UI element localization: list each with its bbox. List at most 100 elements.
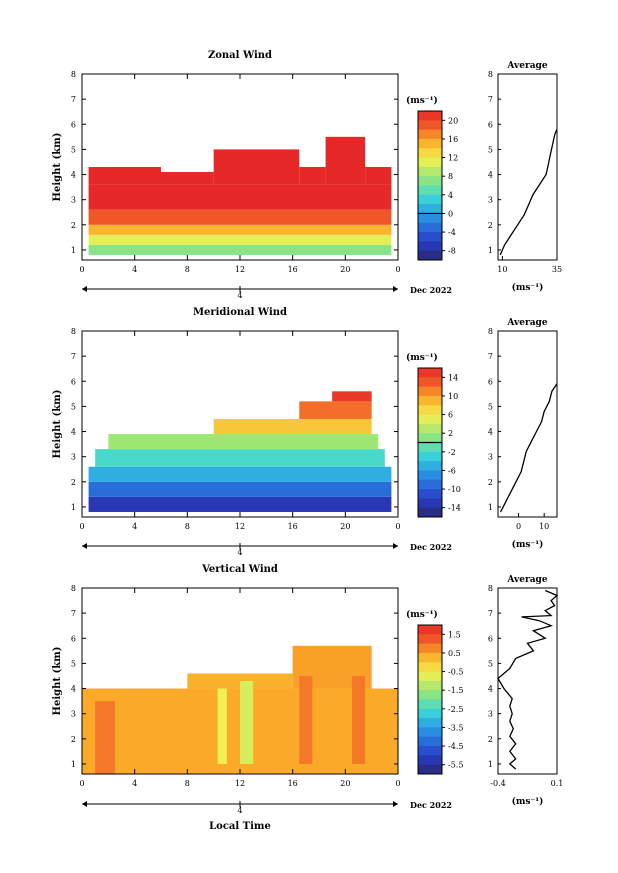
colorbar-tick-label: -1.5: [448, 686, 463, 695]
y-tick-label: 5: [71, 145, 76, 154]
colorbar-segment: [418, 442, 442, 453]
colorbar-segment: [418, 708, 442, 719]
x-tick-label: 16: [288, 522, 298, 531]
day-axis-arrow-left: [82, 801, 87, 807]
colorbar-tick-label: -4: [448, 228, 456, 237]
colorbar-tick-label: 0.5: [448, 649, 461, 658]
x-tick-label: 0: [395, 265, 400, 274]
y-tick-label: 7: [71, 352, 76, 361]
heatmap-cell: [95, 701, 115, 774]
y-tick-label: 2: [71, 478, 76, 487]
colorbar-segment: [418, 194, 442, 205]
average-x-tick-label: 35: [552, 265, 562, 274]
heatmap-cell: [108, 434, 379, 450]
heatmap-cell: [325, 136, 366, 185]
colorbar-segment: [418, 746, 442, 756]
date-label: Dec 2022: [410, 542, 452, 552]
colorbar-segment: [418, 652, 442, 663]
average-x-tick-label: -0.4: [490, 779, 505, 788]
colorbar-segment: [418, 662, 442, 673]
x-tick-label: 0: [79, 265, 84, 274]
colorbar-tick-label: -14: [448, 504, 461, 513]
y-tick-label: 8: [71, 327, 76, 336]
colorbar-tick-label: 1.5: [448, 630, 461, 639]
heatmap-cell: [299, 675, 313, 764]
panel-title: Meridional Wind: [193, 307, 287, 318]
average-y-tick-label: 7: [488, 609, 493, 618]
x-tick-label: 4: [132, 265, 137, 274]
average-y-tick-label: 7: [488, 95, 493, 104]
heatmap-cell: [240, 681, 254, 764]
x-tick-label: 12: [235, 522, 245, 531]
x-tick-label: 8: [185, 522, 190, 531]
colorbar-tick-label: -3.5: [448, 723, 463, 732]
colorbar-segment: [418, 157, 442, 168]
colorbar-segment: [418, 138, 442, 149]
y-tick-label: 6: [71, 120, 76, 129]
y-tick-label: 1: [71, 246, 76, 255]
colorbar-segment: [418, 241, 442, 252]
x-tick-label: 12: [235, 779, 245, 788]
x-tick-label: 12: [235, 265, 245, 274]
heatmap-cell: [332, 391, 372, 402]
average-y-tick-label: 3: [488, 196, 493, 205]
colorbar-segment: [418, 250, 442, 261]
y-tick-label: 3: [71, 453, 76, 462]
panel-title: Vertical Wind: [201, 564, 278, 575]
heatmap-cell: [161, 172, 214, 185]
colorbar-tick-label: 0: [448, 209, 453, 218]
x-tick-label: 8: [185, 779, 190, 788]
colorbar-segment: [418, 414, 442, 425]
day-axis-arrow-right: [393, 801, 398, 807]
average-x-tick-label: 0.1: [551, 779, 564, 788]
heatmap-cell: [88, 244, 392, 255]
colorbar-segment: [418, 764, 442, 775]
heatmap-cell: [365, 167, 392, 185]
colorbar-tick-label: -5.5: [448, 761, 463, 770]
average-y-tick-label: 8: [488, 584, 493, 593]
y-tick-label: 6: [71, 377, 76, 386]
colorbar-tick-label: -0.5: [448, 668, 463, 677]
y-tick-label: 5: [71, 659, 76, 668]
average-y-tick-label: 8: [488, 70, 493, 79]
colorbar-segment: [418, 111, 442, 121]
day-axis-arrow-right: [393, 543, 398, 549]
colorbar-segment: [418, 470, 442, 481]
y-tick-label: 7: [71, 95, 76, 104]
heatmap-cell: [299, 167, 326, 185]
colorbar-unit: (ms⁻¹): [406, 352, 438, 363]
x-tick-label: 20: [340, 779, 350, 788]
colorbar-segment: [418, 489, 442, 499]
colorbar-frame: [417, 110, 443, 261]
y-tick-label: 2: [71, 221, 76, 230]
heatmap-cell: [213, 418, 372, 435]
day-axis-arrow-right: [393, 286, 398, 292]
colorbar-segment: [418, 395, 442, 406]
colorbar-segment: [418, 625, 442, 635]
colorbar-tick-label: -4.5: [448, 742, 463, 751]
heatmap-cell: [213, 149, 300, 185]
date-label: Dec 2022: [410, 285, 452, 295]
colorbar-segment: [418, 498, 442, 509]
colorbar-segment: [418, 166, 442, 177]
colorbar-segment: [418, 671, 442, 682]
colorbar-segment: [418, 204, 442, 214]
y-tick-label: 8: [71, 70, 76, 79]
y-tick-label: 8: [71, 584, 76, 593]
average-y-tick-label: 4: [488, 428, 493, 437]
average-title: Average: [506, 318, 547, 328]
y-tick-label: 5: [71, 402, 76, 411]
average-y-tick-label: 5: [488, 659, 493, 668]
heatmap-cell: [351, 675, 366, 764]
average-xlabel: (ms⁻¹): [512, 539, 544, 550]
average-x-tick-label: 10: [539, 522, 549, 531]
date-label: Dec 2022: [410, 800, 452, 810]
x-tick-label: 20: [340, 522, 350, 531]
average-y-tick-label: 5: [488, 145, 493, 154]
x-tick-label: 20: [340, 265, 350, 274]
colorbar-segment: [418, 423, 442, 434]
heatmap-cell: [88, 209, 392, 225]
y-axis-label: Height (km): [52, 390, 63, 459]
